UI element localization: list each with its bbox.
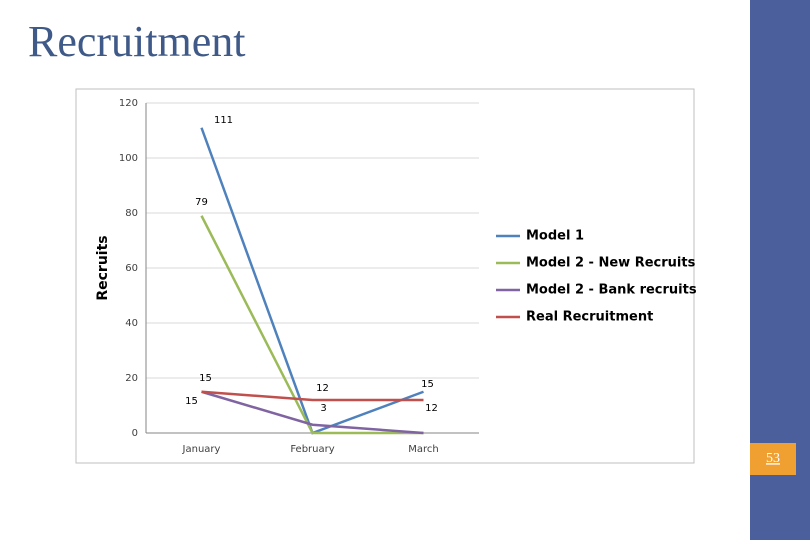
slide-title: Recruitment — [28, 17, 246, 66]
y-tick-label: 80 — [125, 208, 138, 219]
y-axis-title: Recruits — [95, 235, 111, 300]
slide-number-box — [750, 443, 796, 475]
y-tick-label: 120 — [119, 98, 138, 109]
legend-label: Real Recruitment — [526, 310, 653, 325]
series-line — [200, 215, 424, 435]
slide-number: 53 — [766, 451, 780, 466]
y-tick-label: 60 — [125, 263, 138, 274]
legend-label: Model 1 — [526, 229, 584, 244]
y-tick-label: 20 — [125, 373, 138, 384]
x-tick-label: March — [408, 444, 438, 455]
data-label: 3 — [320, 403, 326, 414]
x-tick-label: February — [290, 444, 334, 455]
data-label: 12 — [425, 403, 438, 414]
data-label: 111 — [214, 115, 233, 126]
x-tick-label: January — [182, 444, 221, 455]
y-tick-label: 0 — [132, 428, 138, 439]
y-tick-label: 40 — [125, 318, 138, 329]
data-label: 15 — [199, 373, 212, 384]
y-tick-label: 100 — [119, 153, 138, 164]
series-line — [201, 390, 424, 402]
legend-label: Model 2 - New Recruits — [526, 256, 696, 271]
series-line — [201, 390, 424, 435]
data-label: 15 — [421, 379, 434, 390]
data-label: 12 — [316, 383, 329, 394]
legend-label: Model 2 - Bank recruits — [526, 283, 697, 298]
data-label: 79 — [195, 197, 208, 208]
data-label: 15 — [185, 396, 198, 407]
